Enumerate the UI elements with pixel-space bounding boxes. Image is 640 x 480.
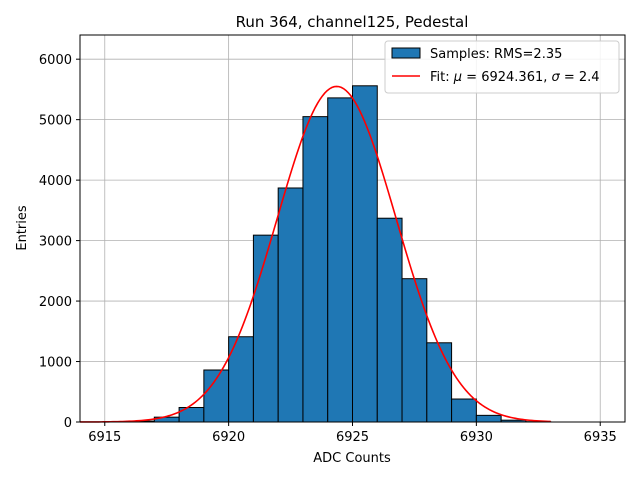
y-tick-label: 5000	[39, 114, 72, 129]
fit-curve-group	[79, 85, 551, 423]
legend-fit-sigma-value: = 2.4	[560, 70, 600, 85]
legend-fit-sigma-symbol: σ	[552, 70, 561, 85]
histogram-bars	[104, 85, 552, 423]
y-axis-ticks: 0 1000 2000 3000 4000 5000 6000	[39, 53, 80, 431]
histogram-bar	[327, 97, 353, 423]
histogram-bar	[426, 342, 453, 423]
legend-fit-prefix: Fit:	[430, 70, 454, 85]
x-tick-label: 6925	[336, 430, 369, 445]
legend-samples-swatch	[391, 47, 421, 59]
legend-samples-label: Samples: RMS=2.35	[430, 47, 562, 62]
legend: Samples: RMS=2.35 Fit: μ = 6924.361, σ =…	[384, 40, 620, 94]
x-tick-label: 6935	[584, 430, 617, 445]
legend-fit-label: Fit: μ = 6924.361, σ = 2.4	[430, 70, 600, 85]
x-tick-label: 6915	[88, 430, 121, 445]
histogram-bar	[352, 85, 378, 423]
histogram-bar	[475, 414, 502, 423]
histogram-bar	[401, 278, 428, 423]
y-tick-label: 6000	[39, 53, 72, 68]
x-axis-label: ADC Counts	[313, 451, 391, 466]
y-tick-label: 4000	[39, 174, 72, 189]
y-tick-label: 3000	[39, 235, 72, 250]
histogram-bar	[277, 187, 304, 423]
y-axis-label: Entries	[15, 205, 30, 251]
histogram-bar	[302, 116, 329, 423]
x-tick-label: 6930	[460, 430, 493, 445]
legend-fit-mu-symbol: μ	[453, 70, 462, 85]
legend-box	[384, 40, 620, 94]
x-axis-ticks: 6915 6920 6925 6930 6935	[88, 422, 617, 445]
chart-title: Run 364, channel125, Pedestal	[236, 13, 469, 31]
x-tick-label: 6920	[212, 430, 245, 445]
y-tick-label: 2000	[39, 295, 72, 310]
histogram-bar	[376, 217, 403, 423]
histogram-bar	[252, 234, 279, 423]
histogram-bar	[451, 398, 477, 423]
y-tick-label: 1000	[39, 356, 72, 371]
legend-fit-mu-value: = 6924.361,	[462, 70, 551, 85]
y-tick-label: 0	[64, 416, 72, 431]
fit-curve	[79, 85, 551, 423]
